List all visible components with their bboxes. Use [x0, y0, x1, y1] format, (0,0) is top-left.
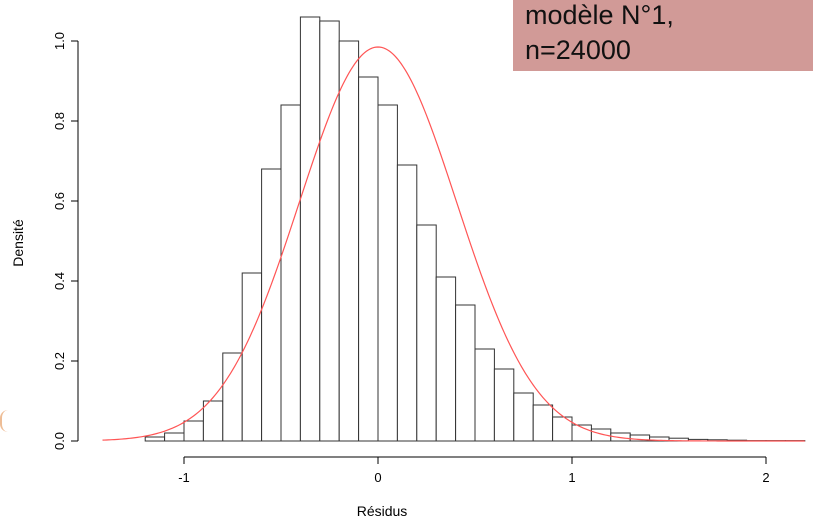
- x-tick-label: 2: [762, 470, 769, 485]
- y-tick-label: 0.0: [52, 432, 67, 450]
- histogram-bar: [455, 304, 476, 442]
- histogram-bar: [183, 420, 204, 442]
- histogram-bar: [280, 104, 301, 442]
- histogram-bar: [202, 400, 224, 442]
- model-callout: modèle N°1, n=24000: [513, 0, 813, 71]
- callout-line-1: modèle N°1,: [525, 0, 674, 30]
- histogram-bar: [513, 392, 534, 442]
- y-tick-label: 0.2: [52, 352, 67, 370]
- x-tick-label: 0: [374, 470, 381, 485]
- edge-mark: [0, 410, 8, 432]
- histogram-bar: [299, 16, 321, 442]
- y-tick-label: 0.8: [52, 112, 67, 130]
- y-tick-label: 1.0: [52, 32, 67, 50]
- histogram-bar: [164, 432, 185, 442]
- histogram-bar: [377, 104, 398, 442]
- x-axis-title: Résidus: [357, 503, 408, 519]
- axes: -1 0 1 2 0.0 0.2 0.4 0.6 0.8 1.0: [52, 32, 770, 485]
- y-axis-title: Densité: [10, 219, 26, 267]
- histogram-bar: [474, 348, 495, 442]
- density-curve: [102, 46, 805, 442]
- histogram-bars: [144, 16, 806, 442]
- histogram-bar: [416, 224, 437, 442]
- histogram-bar: [435, 276, 457, 442]
- callout-line-2: n=24000: [525, 35, 631, 65]
- histogram-bar: [532, 404, 554, 442]
- histogram-bar: [144, 436, 166, 442]
- y-tick-label: 0.4: [52, 272, 67, 290]
- histogram-bar: [261, 168, 282, 442]
- histogram-bar: [319, 20, 340, 442]
- histogram-bar: [358, 76, 379, 442]
- histogram-bar: [493, 368, 515, 442]
- histogram-bar: [241, 272, 263, 442]
- x-tick-label: -1: [178, 470, 190, 485]
- y-tick-label: 0.6: [52, 192, 67, 210]
- x-tick-label: 1: [568, 470, 575, 485]
- histogram-bar: [222, 352, 243, 442]
- histogram-bar: [396, 164, 418, 442]
- histogram-bar: [338, 40, 360, 442]
